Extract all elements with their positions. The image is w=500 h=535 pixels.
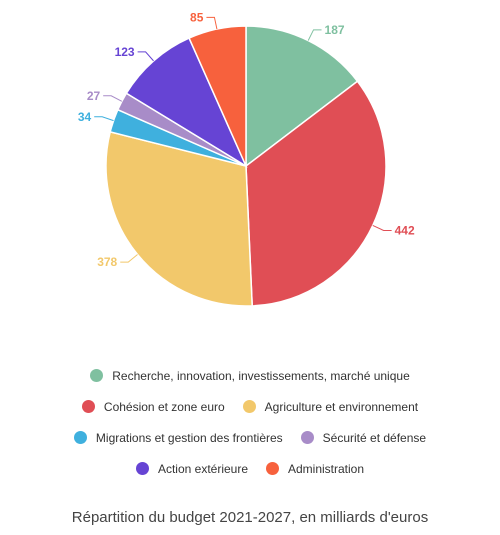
data-label: 378 [97, 255, 117, 269]
legend-label: Cohésion et zone euro [103, 399, 225, 414]
legend-swatch [135, 462, 149, 475]
legend-swatch [90, 369, 104, 382]
legend-row: Cohésion et zone euro Agriculture et envi… [0, 391, 500, 422]
legend-swatch [266, 462, 279, 475]
data-label: 85 [190, 10, 204, 24]
legend-row: Recherche, innovation, investissements, … [0, 360, 500, 391]
legend-label: Agriculture et environnement [264, 399, 419, 414]
data-label: 123 [115, 45, 135, 59]
legend-row: Action extérieure Administration [0, 453, 500, 484]
leader-line [94, 116, 114, 122]
pie-chart: 187 442 378 34 27 123 85 [78, 10, 415, 307]
legend-swatch [300, 431, 314, 444]
legend-item-securite-et-defense[interactable]: Sécurité et défense [300, 430, 427, 445]
legend-swatch [81, 400, 95, 413]
data-label: 27 [87, 89, 101, 103]
pie-slice-cohesion-et-zone-euro [245, 80, 387, 307]
leader-line [206, 16, 218, 30]
leader-line [372, 224, 392, 232]
leader-line [307, 29, 322, 41]
data-label: 34 [78, 110, 92, 124]
pie-slice-agriculture-et-environnement [105, 130, 253, 307]
legend-item-cohesion-et-zone-euro[interactable]: Cohésion et zone euro [81, 399, 225, 414]
legend-item-migrations-et-gestion-des-frontieres[interactable]: Migrations et gestion des frontières [73, 430, 283, 445]
leader-line [120, 254, 138, 263]
legend-label: Sécurité et défense [322, 430, 427, 445]
data-label: 187 [325, 23, 345, 37]
legend-item-action-exterieure[interactable]: Action extérieure [135, 461, 248, 476]
legend-row: Migrations et gestion des frontières Sécu… [0, 422, 500, 453]
legend-label: Migrations et gestion des frontières [95, 430, 283, 445]
legend-item-agriculture-et-environnement[interactable]: Agriculture et environnement [242, 399, 419, 414]
legend-item-administration[interactable]: Administration [266, 462, 364, 476]
chart-caption: Répartition du budget 2021-2027, en mill… [71, 509, 429, 526]
leader-line [103, 95, 123, 102]
data-label: 442 [395, 224, 415, 238]
legend-swatch [242, 400, 256, 413]
legend-label: Recherche, innovation, investissements, … [112, 368, 410, 383]
pie-slice-administration [188, 25, 247, 167]
legend-label: Administration [288, 461, 365, 476]
pie-slice-action-exterieure [125, 37, 248, 168]
legend: Recherche, innovation, investissements, … [0, 360, 500, 484]
legend-item-recherche-innovation-investissements-marche-unique[interactable]: Recherche, innovation, investissements, … [90, 369, 410, 383]
leader-line [137, 51, 154, 62]
legend-label: Action extérieure [157, 461, 248, 476]
data-labels: 187 442 378 34 27 123 85 [78, 10, 415, 269]
legend-swatch [73, 431, 87, 444]
pie-slice-recherche-innovation-investissements-marche-unique [245, 25, 359, 168]
pie-slices [105, 25, 387, 307]
